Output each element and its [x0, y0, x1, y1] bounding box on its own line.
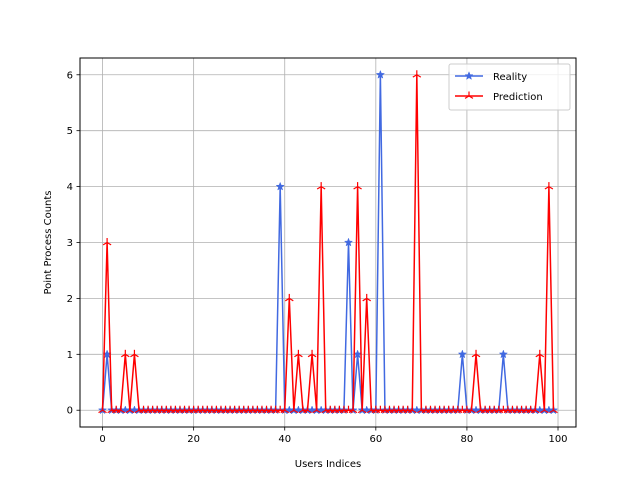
y-tick-label: 4 [67, 182, 73, 193]
x-axis-label: Users Indices [295, 459, 361, 470]
data-point-reality [464, 71, 474, 80]
data-point-reality [343, 237, 354, 247]
series-line-prediction [101, 74, 555, 411]
data-point-prediction [289, 405, 299, 414]
legend-item-prediction: Prediction [455, 91, 543, 103]
axis-ticks: 0 20 40 60 80 100 0 1 2 3 4 5 6 [67, 70, 568, 445]
legend-item-reality: Reality [455, 71, 527, 83]
y-tick-label: 3 [67, 238, 73, 249]
data-point-reality [275, 181, 285, 191]
data-point-prediction [121, 349, 130, 358]
data-point-prediction [540, 405, 549, 414]
data-point-prediction [303, 405, 312, 414]
data-point-prediction [316, 182, 326, 190]
data-point-prediction [348, 405, 358, 414]
y-tick-label: 5 [67, 126, 73, 137]
x-tick-label: 0 [99, 434, 105, 445]
data-point-reality [375, 69, 386, 79]
data-point-prediction [412, 70, 422, 78]
data-point-prediction [549, 405, 558, 414]
x-tick-label: 40 [278, 434, 291, 445]
legend: Reality Prediction [448, 63, 571, 111]
x-tick-label: 100 [548, 434, 567, 445]
data-point-prediction [353, 182, 362, 190]
data-point-prediction [116, 405, 126, 414]
x-tick-label: 60 [369, 434, 382, 445]
legend-label: Reality [493, 72, 527, 83]
data-point-prediction [125, 405, 135, 414]
legend-label: Prediction [493, 92, 543, 103]
x-tick-label: 80 [461, 434, 474, 445]
data-point-prediction [467, 405, 476, 414]
data-point-prediction [357, 405, 367, 414]
data-point-prediction [294, 349, 303, 358]
data-point-prediction [98, 405, 107, 414]
data-point-prediction [102, 238, 112, 246]
y-tick-label: 2 [67, 294, 73, 305]
y-tick-label: 0 [67, 406, 73, 417]
data-point-reality [498, 349, 509, 359]
plot-series [97, 69, 559, 415]
data-point-prediction [407, 405, 417, 414]
data-point-prediction [280, 405, 290, 414]
data-point-prediction [362, 293, 372, 302]
data-point-prediction [544, 182, 554, 190]
data-point-prediction [535, 349, 545, 358]
y-tick-label: 6 [67, 70, 73, 81]
legend-box [448, 63, 571, 111]
y-tick-label: 1 [67, 350, 73, 361]
series-prediction [98, 70, 558, 414]
y-axis-label: Point Process Counts [43, 190, 54, 294]
data-point-reality [457, 349, 468, 359]
data-point-prediction [464, 91, 474, 99]
data-point-prediction [312, 405, 321, 414]
data-point-prediction [471, 349, 481, 358]
data-point-prediction [130, 349, 139, 358]
data-point-prediction [307, 349, 317, 358]
data-point-prediction [284, 293, 294, 302]
data-point-prediction [530, 405, 540, 414]
x-tick-label: 20 [187, 434, 200, 445]
